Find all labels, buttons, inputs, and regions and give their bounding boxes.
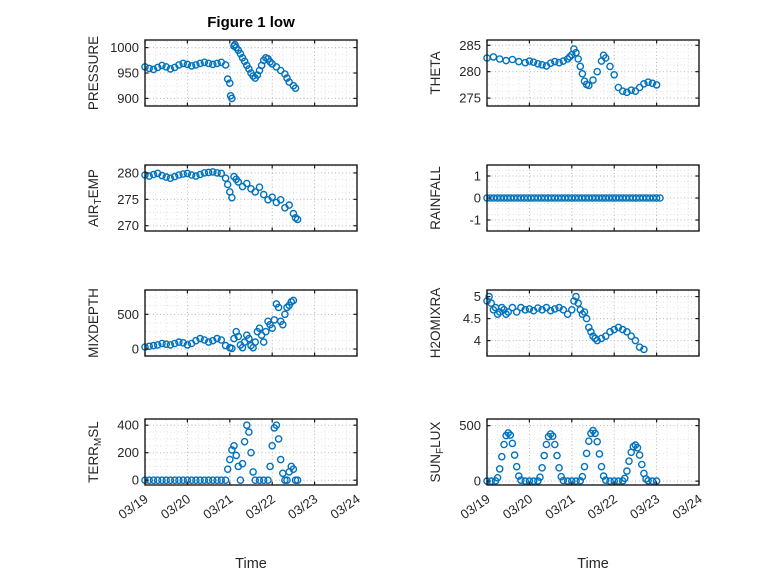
svg-text:950: 950 <box>117 66 139 81</box>
svg-text:280: 280 <box>459 64 481 79</box>
x-tick-labels: 03/19 03/20 03/21 03/22 03/23 03/24 <box>115 491 362 522</box>
y-axis-label: AIRTEMP <box>86 169 104 227</box>
svg-text:03/24: 03/24 <box>669 491 704 522</box>
svg-text:-1: -1 <box>469 213 481 228</box>
data-points <box>483 292 648 354</box>
subplot-pressure: 900 950 1000 PRESSURE <box>86 36 358 110</box>
svg-text:03/19: 03/19 <box>457 491 492 522</box>
subplot-terr-msl: 0 200 400 03/19 03/20 03/21 03/22 03/23 03/24 TER… <box>86 418 363 522</box>
svg-text:500: 500 <box>117 307 139 322</box>
y-axis-label: RAINFALL <box>428 166 443 230</box>
axes-box <box>486 39 700 107</box>
svg-text:03/20: 03/20 <box>500 491 535 522</box>
axes-box <box>486 418 700 486</box>
subplot-rainfall: -1 0 1 RAINFALL <box>428 164 700 232</box>
svg-text:275: 275 <box>117 192 139 207</box>
subplot-mixdepth: 0 500 MIXDEPTH <box>86 288 358 358</box>
svg-text:03/21: 03/21 <box>542 491 577 522</box>
svg-text:280: 280 <box>117 165 139 180</box>
y-tick-labels: 0 500 <box>459 418 481 488</box>
svg-text:400: 400 <box>117 418 139 433</box>
y-axis-label: PRESSURE <box>86 36 101 110</box>
axes-box <box>144 418 358 486</box>
svg-text:03/21: 03/21 <box>200 491 235 522</box>
svg-text:4: 4 <box>474 333 481 348</box>
svg-text:03/22: 03/22 <box>243 491 278 522</box>
svg-text:0: 0 <box>474 474 481 489</box>
grid-lines <box>146 165 356 230</box>
y-axis-label: THETA <box>428 51 443 94</box>
y-tick-labels: 0 500 <box>117 307 139 357</box>
grid-lines <box>488 290 698 355</box>
tick-marks <box>486 419 700 485</box>
data-points <box>483 194 664 202</box>
y-axis-label: SUNFLUX <box>428 422 446 483</box>
y-tick-labels: 0 200 400 <box>117 418 139 488</box>
svg-text:0: 0 <box>132 473 139 488</box>
data-points <box>141 296 298 353</box>
svg-text:03/23: 03/23 <box>285 491 320 522</box>
svg-text:03/23: 03/23 <box>627 491 662 522</box>
axes-box <box>144 289 358 357</box>
svg-text:0: 0 <box>474 191 481 206</box>
tick-marks <box>144 419 358 485</box>
subplot-sun-flux: 0 500 03/19 03/20 03/21 03/22 03/23 03/24 SUNFLU… <box>428 418 705 522</box>
y-tick-labels: 44.55 <box>463 289 481 348</box>
subplot-theta: 275 280 285 THETA <box>428 38 700 107</box>
tick-marks <box>144 290 358 356</box>
svg-text:03/24: 03/24 <box>327 491 362 522</box>
data-points <box>141 40 300 103</box>
tick-marks <box>144 165 358 231</box>
tick-marks <box>486 165 700 231</box>
svg-text:275: 275 <box>459 91 481 106</box>
figure-title: Figure 1 low <box>207 14 295 31</box>
y-tick-labels: 275 280 285 <box>459 38 481 106</box>
tick-marks <box>486 290 700 356</box>
svg-text:03/19: 03/19 <box>115 491 150 522</box>
x-axis-label-right: Time <box>577 556 609 572</box>
svg-text:03/20: 03/20 <box>158 491 193 522</box>
svg-text:5: 5 <box>474 289 481 304</box>
svg-text:1: 1 <box>474 169 481 184</box>
y-tick-labels: -1 0 1 <box>469 169 481 228</box>
y-tick-labels: 900 950 1000 <box>110 40 139 106</box>
data-points <box>141 168 302 224</box>
data-points <box>483 45 661 97</box>
svg-text:03/22: 03/22 <box>585 491 620 522</box>
tick-marks <box>144 40 358 106</box>
svg-text:270: 270 <box>117 218 139 233</box>
y-axis-label: TERRMSL <box>86 421 104 483</box>
svg-text:285: 285 <box>459 38 481 53</box>
svg-text:1000: 1000 <box>110 40 139 55</box>
data-points <box>141 421 302 485</box>
x-tick-labels: 03/19 03/20 03/21 03/22 03/23 03/24 <box>457 491 704 522</box>
x-axis-label-left: Time <box>235 556 267 572</box>
data-points <box>483 426 661 485</box>
tick-marks <box>486 40 700 106</box>
y-tick-labels: 270 275 280 <box>117 165 139 233</box>
y-axis-label: MIXDEPTH <box>86 288 101 358</box>
axes-box <box>486 289 700 357</box>
svg-text:500: 500 <box>459 418 481 433</box>
axes-box <box>144 164 358 232</box>
subplot-air-temp: 270 275 280 AIRTEMP <box>86 164 358 233</box>
svg-text:200: 200 <box>117 445 139 460</box>
svg-text:0: 0 <box>132 342 139 357</box>
y-axis-label: H2OMIXRA <box>428 288 443 359</box>
svg-text:4.5: 4.5 <box>463 311 481 326</box>
svg-text:900: 900 <box>117 91 139 106</box>
